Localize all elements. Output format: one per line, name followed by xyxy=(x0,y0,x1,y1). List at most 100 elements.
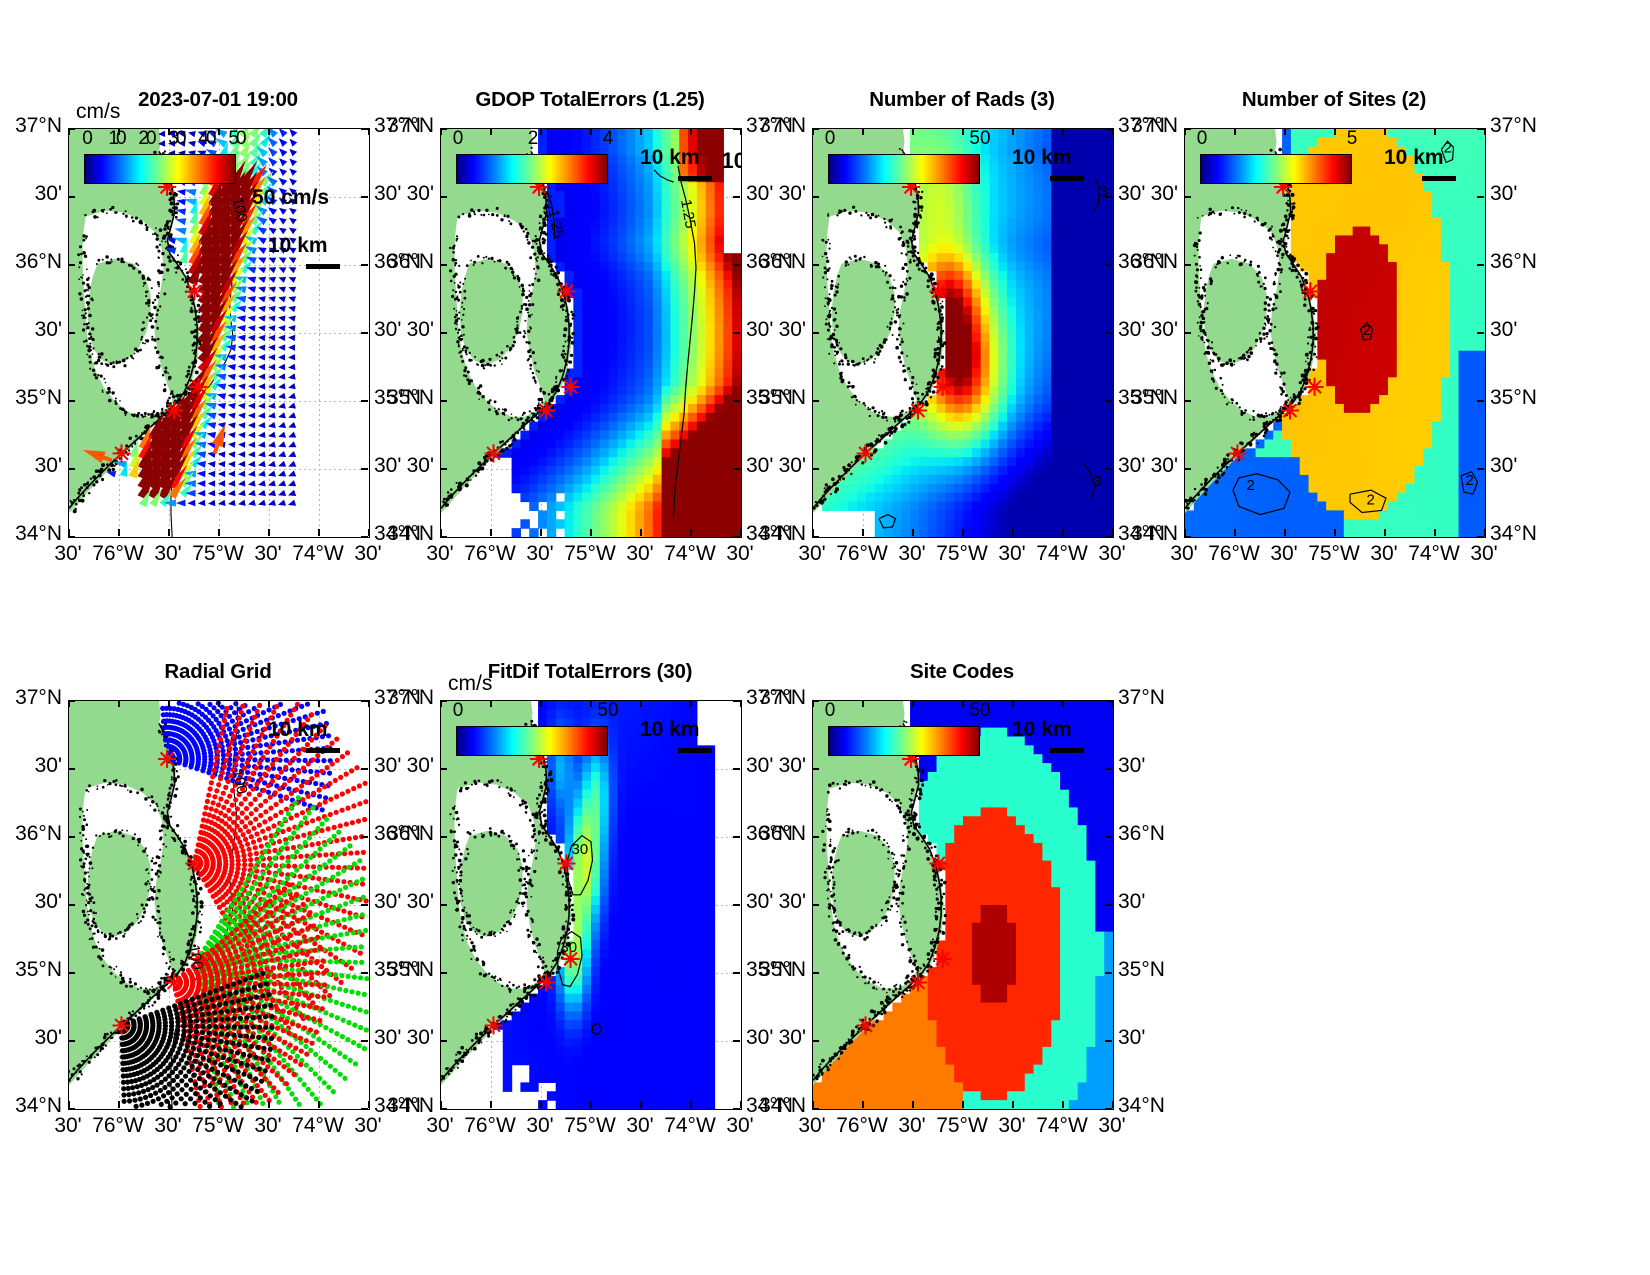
ytick-mark xyxy=(68,400,75,402)
colorbar-tick-label: 4 xyxy=(602,128,614,149)
xtick-label: 75°W xyxy=(192,1114,244,1137)
ytick-mark xyxy=(440,836,447,838)
colorbar[interactable] xyxy=(828,154,980,184)
xtick-mark xyxy=(640,529,642,536)
xtick-mark xyxy=(268,529,270,536)
xtick-label: 30' xyxy=(626,542,654,565)
xtick-mark xyxy=(740,1101,742,1108)
ytick-label-left: 30' xyxy=(34,454,62,477)
plot-area[interactable]: 30 30 xyxy=(440,700,742,1110)
xtick-mark xyxy=(962,529,964,536)
colorbar[interactable] xyxy=(828,726,980,756)
xtick-mark xyxy=(490,128,492,135)
xtick-label: 30' xyxy=(426,542,454,565)
xtick-mark xyxy=(68,700,70,707)
xtick-label: 30' xyxy=(1098,1114,1126,1137)
xtick-mark xyxy=(590,529,592,536)
ytick-label-right: 36°N xyxy=(746,250,793,273)
xtick-mark xyxy=(1284,128,1286,135)
ytick-label-left: 36°N xyxy=(387,250,434,273)
xtick-mark xyxy=(912,700,914,707)
ytick-label-left: 35°N xyxy=(387,958,434,981)
xtick-mark xyxy=(590,700,592,707)
xtick-mark xyxy=(490,700,492,707)
xtick-mark xyxy=(640,128,642,135)
ytick-label-right: 30' xyxy=(746,182,774,205)
xtick-mark xyxy=(490,1101,492,1108)
colorbar[interactable] xyxy=(456,726,608,756)
colorbar-tick-label: 50 xyxy=(969,128,991,149)
xtick-label: 30' xyxy=(998,1114,1026,1137)
ytick-mark xyxy=(1477,196,1484,198)
ytick-mark xyxy=(361,1040,368,1042)
ytick-label-right: 30' xyxy=(1118,1026,1146,1049)
ytick-mark xyxy=(440,768,447,770)
xtick-mark xyxy=(812,128,814,135)
xtick-mark xyxy=(1184,128,1186,135)
map-canvas: 1.25 1.25 10 xyxy=(441,129,741,537)
xtick-mark xyxy=(1112,700,1114,707)
xtick-mark xyxy=(118,700,120,707)
colorbar-tick-label: 40 xyxy=(198,128,216,149)
ytick-mark xyxy=(1105,400,1112,402)
ytick-mark xyxy=(1184,332,1191,334)
plot-area[interactable]: 10 0 xyxy=(68,128,370,538)
xtick-mark xyxy=(690,128,692,135)
ytick-mark xyxy=(1105,904,1112,906)
xtick-label: 75°W xyxy=(1308,542,1360,565)
xtick-mark xyxy=(540,529,542,536)
xtick-label: 30' xyxy=(726,542,754,565)
ytick-label-right: 37°N xyxy=(1490,114,1537,137)
ytick-label-left: 30' xyxy=(778,182,806,205)
xtick-mark xyxy=(862,128,864,135)
ytick-mark xyxy=(440,904,447,906)
ytick-label-right: 30' xyxy=(746,318,774,341)
xtick-label: 30' xyxy=(1370,542,1398,565)
colorbar[interactable] xyxy=(456,154,608,184)
xtick-label: 30' xyxy=(526,1114,554,1137)
xtick-mark xyxy=(912,128,914,135)
xtick-mark xyxy=(1184,529,1186,536)
ytick-mark xyxy=(1105,972,1112,974)
ytick-mark xyxy=(812,332,819,334)
plot-area[interactable] xyxy=(812,700,1114,1110)
ytick-label-right: 30' xyxy=(1490,182,1518,205)
ytick-label-left: 30' xyxy=(1150,454,1178,477)
xtick-mark xyxy=(740,128,742,135)
ytick-label-left: 30' xyxy=(778,754,806,777)
ytick-label-right: 34°N xyxy=(746,522,793,545)
ytick-label-right: 30' xyxy=(746,1026,774,1049)
colorbar-unit-label: cm/s xyxy=(448,672,493,695)
ytick-mark xyxy=(1477,128,1484,130)
ytick-label-left: 34°N xyxy=(1131,522,1178,545)
ytick-mark xyxy=(1105,1108,1112,1110)
colorbar-tick-label: 10 xyxy=(108,128,126,149)
plot-area[interactable]: 100 100 xyxy=(68,700,370,1110)
xtick-mark xyxy=(862,700,864,707)
xtick-mark xyxy=(812,700,814,707)
map-canvas: 10 0 xyxy=(69,129,369,537)
ytick-label-left: 35°N xyxy=(387,386,434,409)
ytick-mark xyxy=(440,700,447,702)
xtick-label: 30' xyxy=(1470,542,1498,565)
colorbar[interactable] xyxy=(84,154,236,184)
xtick-mark xyxy=(168,700,170,707)
ytick-mark xyxy=(812,536,819,538)
ytick-mark xyxy=(1477,468,1484,470)
ytick-mark xyxy=(361,332,368,334)
plot-area[interactable]: 1.25 1.25 10 xyxy=(440,128,742,538)
xtick-mark xyxy=(1284,529,1286,536)
xtick-mark xyxy=(1334,529,1336,536)
colorbar[interactable] xyxy=(1200,154,1352,184)
xtick-mark xyxy=(962,700,964,707)
ytick-mark xyxy=(361,904,368,906)
xtick-mark xyxy=(318,1101,320,1108)
xtick-mark xyxy=(812,1101,814,1108)
ytick-label-left: 34°N xyxy=(15,522,62,545)
ytick-label-left: 34°N xyxy=(759,522,806,545)
panel-number-of-rads: Number of Rads (3) 3 3 37°N 37°N 30' 30' 36°N 36… xyxy=(754,88,1174,586)
xtick-mark xyxy=(68,1101,70,1108)
ytick-mark xyxy=(440,400,447,402)
